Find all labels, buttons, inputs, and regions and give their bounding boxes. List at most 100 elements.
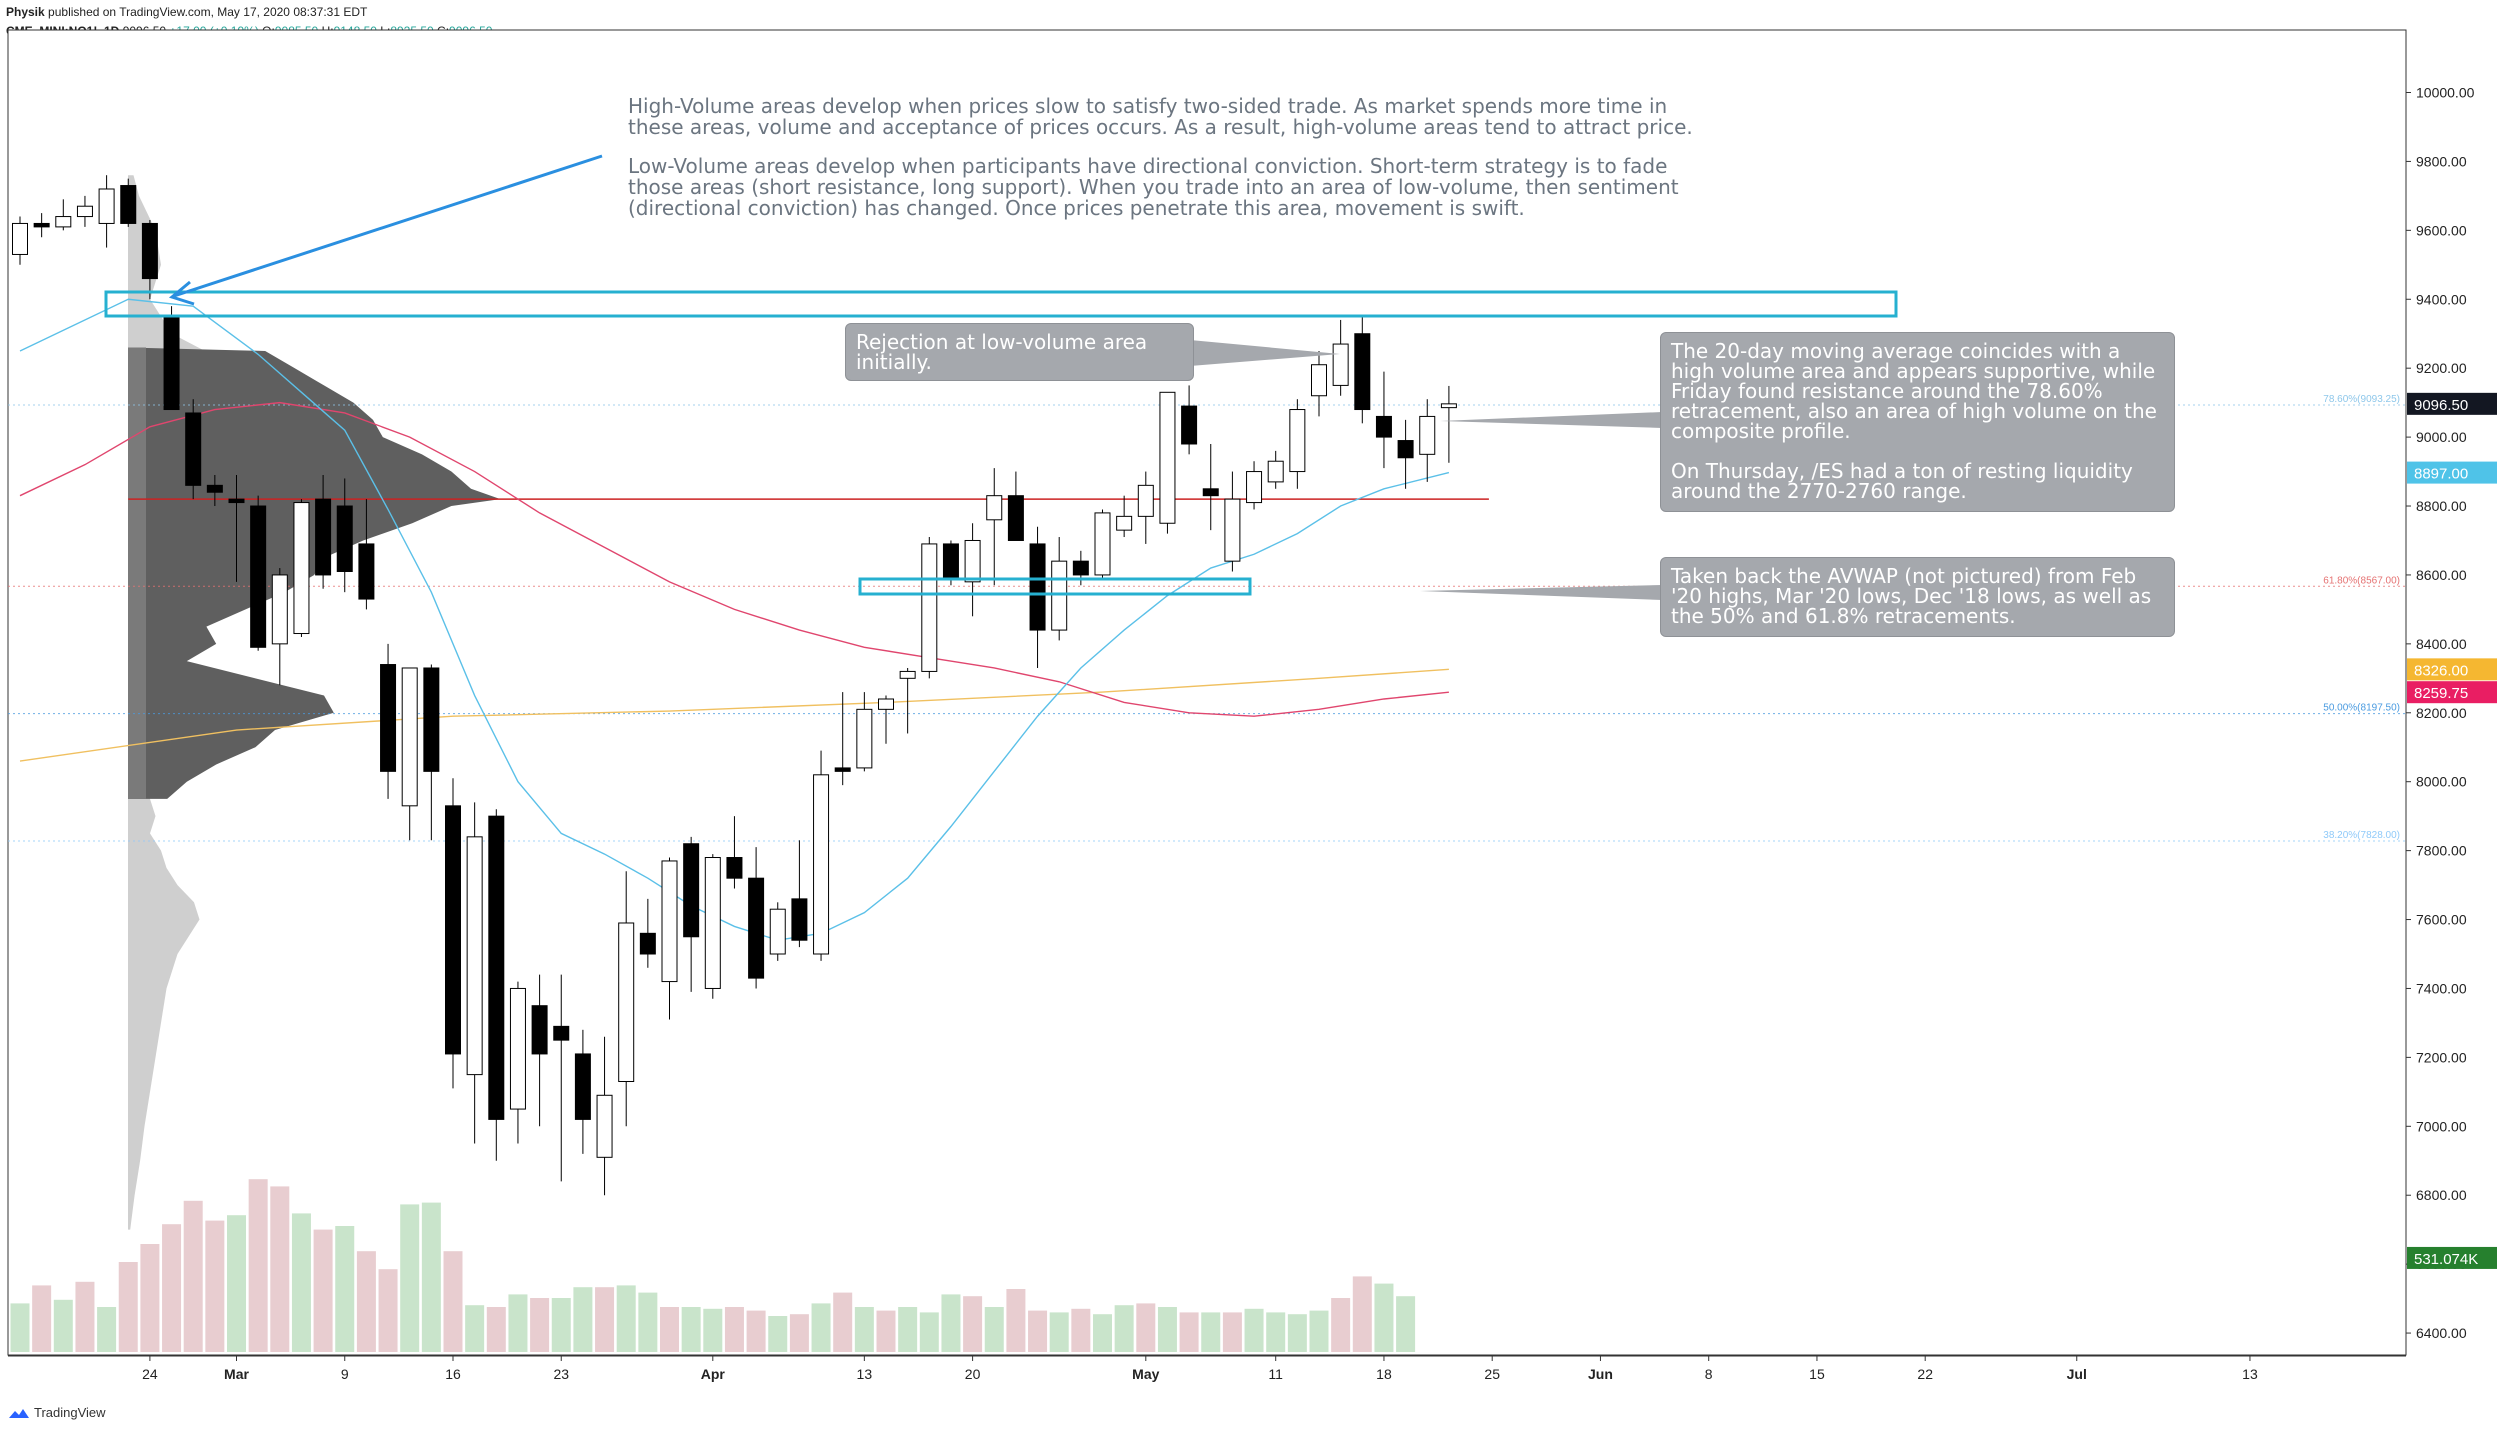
volume-bar <box>789 1314 809 1352</box>
volume-bar <box>1266 1312 1286 1352</box>
candle-body <box>1029 543 1046 631</box>
low-volume-box <box>104 290 1898 318</box>
price-label-box <box>2407 392 2497 415</box>
volume-bar <box>963 1296 983 1352</box>
candle-body <box>315 498 332 576</box>
fib-label: 50.00%(8197.50) <box>2323 703 2400 714</box>
volume-bar <box>1157 1307 1177 1352</box>
x-tick-label: Jul <box>2067 1366 2087 1382</box>
volume-bar <box>1309 1310 1329 1352</box>
x-tick-label: 8 <box>1705 1366 1713 1382</box>
candle-body <box>1051 560 1068 631</box>
fib-label: 38.20%(7828.00) <box>2323 830 2400 841</box>
author-name[interactable]: Physik <box>6 5 45 19</box>
volume-bar <box>270 1186 290 1352</box>
y-tick-label: 7200.00 <box>2416 1049 2467 1065</box>
candle-body <box>466 836 483 1076</box>
candle-body <box>509 987 526 1110</box>
candle-body <box>769 908 786 955</box>
tradingview-logo-icon <box>9 1408 29 1418</box>
volume-bar <box>1179 1312 1199 1352</box>
y-tick-label: 9000.00 <box>2416 429 2467 445</box>
arrow-head <box>168 280 195 306</box>
y-tick-label: 7600.00 <box>2416 912 2467 928</box>
volume-bar <box>1093 1314 1112 1352</box>
volume-bar <box>746 1310 766 1352</box>
callout-paragraph: On Thursday, /ES had a ton of resting li… <box>1671 459 2133 503</box>
volume-bar <box>1114 1305 1134 1352</box>
volume-bar <box>984 1307 1004 1352</box>
candle-body <box>1202 488 1219 497</box>
y-tick-label: 7400.00 <box>2416 980 2467 996</box>
volume-bar <box>681 1307 701 1352</box>
volume-bar <box>724 1307 744 1352</box>
x-tick-label: 22 <box>1917 1366 1933 1382</box>
candle-body <box>726 857 743 879</box>
y-tick-label: 8600.00 <box>2416 567 2467 583</box>
x-tick-label: 25 <box>1484 1366 1500 1382</box>
y-tick-label: 8400.00 <box>2416 636 2467 652</box>
volume-bar <box>768 1316 788 1352</box>
volume-bar <box>227 1215 246 1352</box>
candle-body <box>1072 560 1089 576</box>
volume-bar <box>941 1294 961 1352</box>
volume-bar <box>378 1269 398 1352</box>
candle-body <box>1267 460 1284 483</box>
note-line: High-Volume areas develop when prices sl… <box>628 94 1668 118</box>
candle-body <box>1289 409 1306 473</box>
candle-body <box>531 1005 548 1055</box>
volume-bar <box>530 1298 550 1352</box>
avwap-callout[interactable]: Taken back the AVWAP (not pictured) from… <box>1660 557 2175 637</box>
volume-bar <box>443 1251 463 1352</box>
volume-bar <box>1222 1312 1242 1352</box>
candle-body <box>488 815 505 1120</box>
x-tick-label: 24 <box>142 1366 158 1382</box>
brand-label: TradingView <box>34 1405 106 1420</box>
high-volume-note: High-Volume areas develop when prices sl… <box>628 96 1693 138</box>
candle-body <box>899 670 916 679</box>
candle-body <box>76 205 93 218</box>
x-tick-label: 20 <box>965 1366 981 1382</box>
candle-body <box>639 932 656 955</box>
candle-body <box>1246 471 1263 504</box>
tradingview-footer[interactable]: TradingView <box>8 1405 106 1420</box>
y-tick-label: 8200.00 <box>2416 705 2467 721</box>
candle-body <box>574 1053 591 1120</box>
ma-callout[interactable]: The 20-day moving average coincides with… <box>1660 332 2175 512</box>
candle-body <box>704 857 721 989</box>
volume-bar <box>248 1179 268 1352</box>
candle-body <box>1181 405 1198 445</box>
note-line: (directional conviction) has changed. On… <box>628 196 1525 220</box>
rejection-callout[interactable]: Rejection at low-volume area initially. <box>845 323 1194 381</box>
volume-bar <box>595 1287 615 1352</box>
price-label: 8259.75 <box>2414 685 2468 702</box>
volume-bar <box>205 1220 225 1352</box>
volume-bar <box>97 1307 117 1352</box>
ma50-line <box>19 401 1449 717</box>
candle-body <box>1332 343 1349 386</box>
volume-bar <box>183 1200 203 1352</box>
candle-body <box>163 315 180 411</box>
candle-body <box>1116 515 1133 531</box>
fib-label: 78.60%(9093.25) <box>2323 394 2400 405</box>
price-label: 8326.00 <box>2414 662 2468 679</box>
volume-bar <box>898 1307 918 1352</box>
price-label: 9096.50 <box>2414 397 2468 414</box>
x-tick-label: 9 <box>341 1366 349 1382</box>
x-tick-label: 23 <box>553 1366 569 1382</box>
candle-body <box>661 860 678 983</box>
y-tick-label: 6400.00 <box>2416 1325 2467 1341</box>
price-label: 531.074K <box>2414 1251 2478 1268</box>
candle-body <box>964 539 981 583</box>
publish-info: published on TradingView.com, May 17, 20… <box>48 5 368 19</box>
candle-body <box>401 667 418 807</box>
candle-body <box>618 922 635 1083</box>
candle-body <box>1094 512 1111 576</box>
callout-pointer <box>1420 585 1662 600</box>
fib-label: 61.80%(8567.00) <box>2323 575 2400 586</box>
candle-body <box>250 505 267 648</box>
pointer-arrow <box>173 154 603 298</box>
x-tick-label: Apr <box>701 1366 726 1382</box>
note-line: those areas (short resistance, long supp… <box>628 175 1679 199</box>
